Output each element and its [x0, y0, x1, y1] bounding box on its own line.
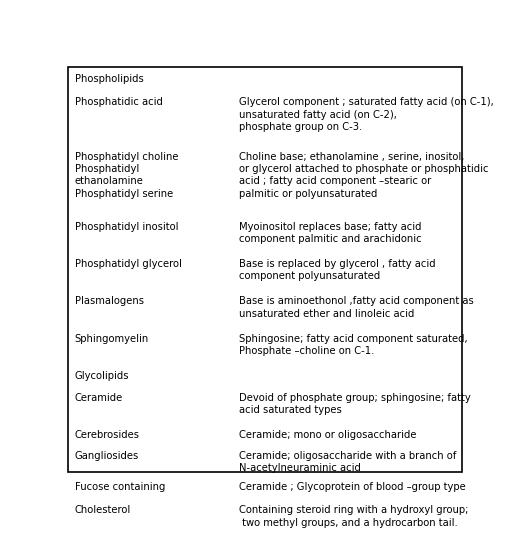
Text: Phosphatidyl inositol: Phosphatidyl inositol	[74, 222, 178, 232]
Text: Phosphatidic acid: Phosphatidic acid	[74, 97, 162, 107]
Text: Ceramide; mono or oligosaccharide: Ceramide; mono or oligosaccharide	[239, 430, 416, 441]
Text: Myoinositol replaces base; fatty acid
component palmitic and arachidonic: Myoinositol replaces base; fatty acid co…	[239, 222, 421, 244]
Text: Phosphatidyl choline
Phosphatidyl
ethanolamine
Phosphatidyl serine: Phosphatidyl choline Phosphatidyl ethano…	[74, 152, 178, 199]
Text: Glycolipids: Glycolipids	[74, 371, 129, 381]
Text: Phosphatidyl glycerol: Phosphatidyl glycerol	[74, 259, 181, 269]
Text: Fucose containing: Fucose containing	[74, 482, 165, 492]
Text: Cholesterol: Cholesterol	[74, 505, 131, 515]
Text: Ceramide ; Glycoprotein of blood –group type: Ceramide ; Glycoprotein of blood –group …	[239, 482, 466, 492]
Text: Glycerol component ; saturated fatty acid (on C-1),
unsaturated fatty acid (on C: Glycerol component ; saturated fatty aci…	[239, 97, 494, 132]
Text: Containing steroid ring with a hydroxyl group;
 two methyl groups, and a hydroca: Containing steroid ring with a hydroxyl …	[239, 505, 468, 528]
Text: Base is aminoethonol ,fatty acid component as
unsaturated ether and linoleic aci: Base is aminoethonol ,fatty acid compone…	[239, 296, 474, 319]
Text: Base is replaced by glycerol , fatty acid
component polyunsaturated: Base is replaced by glycerol , fatty aci…	[239, 259, 435, 281]
Text: Ceramide; oligosaccharide with a branch of
N-acetylneuraminic acid: Ceramide; oligosaccharide with a branch …	[239, 451, 457, 474]
Text: Sphingomyelin: Sphingomyelin	[74, 334, 149, 344]
Text: Phospholipids: Phospholipids	[74, 74, 143, 84]
Text: Choline base; ethanolamine , serine, inositol,
or glycerol attached to phosphate: Choline base; ethanolamine , serine, ino…	[239, 152, 489, 199]
Text: Devoid of phosphate group; sphingosine; fatty
acid saturated types: Devoid of phosphate group; sphingosine; …	[239, 393, 470, 415]
Text: Cerebrosides: Cerebrosides	[74, 430, 140, 441]
Text: Sphingosine; fatty acid component saturated,
Phosphate –choline on C-1.: Sphingosine; fatty acid component satura…	[239, 334, 467, 356]
Text: Plasmalogens: Plasmalogens	[74, 296, 144, 307]
Text: Gangliosides: Gangliosides	[74, 451, 139, 461]
Text: Ceramide: Ceramide	[74, 393, 123, 403]
